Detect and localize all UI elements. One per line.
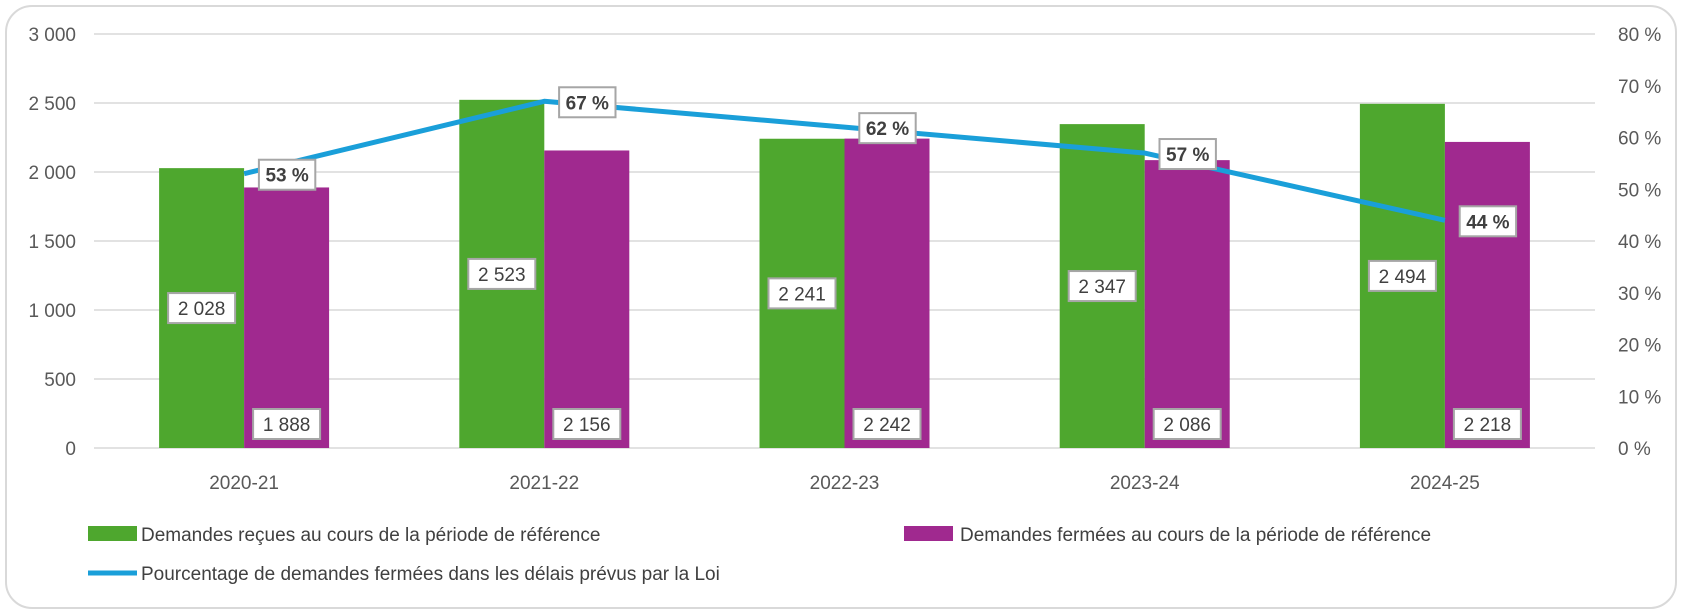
data-label-closed: 1 888 <box>263 415 311 436</box>
y-right-tick-label: 80 % <box>1618 25 1661 46</box>
y-left-tick-label: 1 500 <box>28 232 76 253</box>
data-label-percentage-box <box>558 86 617 119</box>
data-label-received-box <box>767 277 837 310</box>
bar-closed <box>244 187 330 448</box>
y-right-tick-label: 10 % <box>1618 387 1661 408</box>
data-label-received-box <box>167 292 237 325</box>
data-label-closed-box <box>852 408 922 440</box>
y-left-tick-label: 2 000 <box>28 163 76 184</box>
y-left-tick-label: 500 <box>44 370 76 391</box>
y-right-tick-label: 50 % <box>1618 180 1661 201</box>
legend-label-received: Demandes reçues au cours de la période d… <box>141 525 600 546</box>
data-label-received-box <box>467 257 537 290</box>
y-right-tick-label: 40 % <box>1618 232 1661 253</box>
legend-label-percentage: Pourcentage de demandes fermées dans les… <box>141 564 720 585</box>
y-left-tick-label: 0 <box>65 439 76 460</box>
data-label-received: 2 241 <box>778 284 826 305</box>
y-left-tick-label: 3 000 <box>28 25 76 46</box>
x-tick-label: 2020-21 <box>209 473 279 494</box>
data-label-percentage: 53 % <box>265 166 308 187</box>
data-label-percentage: 62 % <box>866 119 909 140</box>
data-label-closed-box <box>1452 408 1522 440</box>
data-label-percentage-box <box>858 112 917 145</box>
y-left-tick-label: 1 000 <box>28 301 76 322</box>
data-label-received: 2 523 <box>478 265 526 286</box>
y-left-tick-label: 2 500 <box>28 94 76 115</box>
data-label-received-box <box>1367 259 1437 292</box>
legend-swatch-closed <box>904 526 953 541</box>
data-label-closed: 2 156 <box>563 415 611 436</box>
y-right-tick-label: 70 % <box>1618 77 1661 98</box>
x-tick-label: 2021-22 <box>509 473 579 494</box>
data-label-percentage-box <box>1158 138 1217 171</box>
data-label-percentage-box <box>1458 205 1518 238</box>
data-label-percentage-box <box>257 158 317 191</box>
x-tick-label: 2022-23 <box>810 473 880 494</box>
legend-swatch-received <box>88 526 137 541</box>
data-label-received: 2 347 <box>1078 277 1126 298</box>
data-label-received: 2 494 <box>1379 267 1427 288</box>
bar-closed <box>544 150 630 449</box>
bar-closed <box>1144 160 1230 448</box>
data-label-percentage: 44 % <box>1466 212 1509 233</box>
data-label-received-box <box>1067 270 1137 303</box>
y-right-tick-label: 0 % <box>1618 439 1651 460</box>
bar-closed <box>1444 141 1530 448</box>
bar-closed <box>844 138 930 448</box>
y-right-tick-label: 60 % <box>1618 129 1661 150</box>
data-label-closed-box <box>1152 408 1222 440</box>
data-label-closed: 2 242 <box>863 415 911 436</box>
data-label-closed: 2 218 <box>1464 415 1512 436</box>
x-tick-label: 2023-24 <box>1110 473 1180 494</box>
data-label-closed-box <box>252 408 322 440</box>
y-right-tick-label: 20 % <box>1618 336 1661 357</box>
data-label-closed: 2 086 <box>1163 415 1211 436</box>
data-label-received: 2 028 <box>178 299 226 320</box>
data-label-percentage: 67 % <box>566 93 609 114</box>
data-label-closed-box <box>552 408 622 440</box>
legend-label-closed: Demandes fermées au cours de la période … <box>960 525 1431 546</box>
data-label-percentage: 57 % <box>1166 145 1209 166</box>
y-right-tick-label: 30 % <box>1618 284 1661 305</box>
x-tick-label: 2024-25 <box>1410 473 1480 494</box>
